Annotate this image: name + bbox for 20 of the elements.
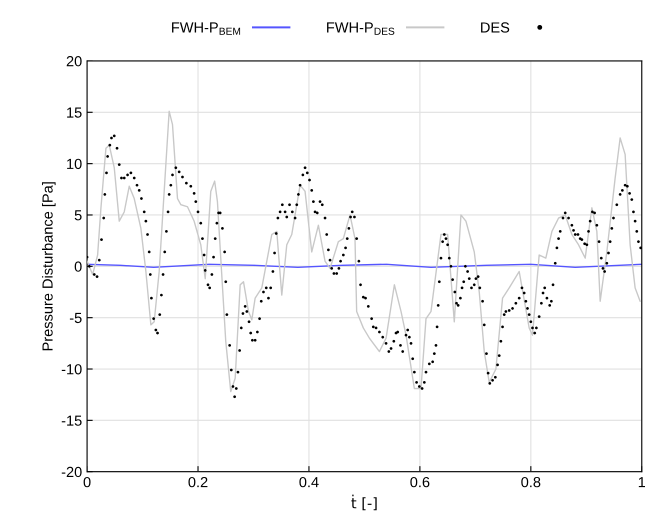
- y-tick-label: 15: [67, 108, 82, 118]
- x-tick-label: 0: [84, 476, 91, 488]
- y-tick-label: -15: [62, 416, 82, 426]
- y-tick-label: 10: [67, 158, 82, 170]
- y-tick-label: 0: [74, 261, 82, 272]
- y-tick-label: 20: [66, 56, 82, 66]
- y-tick-label: -5: [70, 312, 82, 324]
- y-tick-label: -20: [62, 466, 82, 478]
- x-tick-label: 0.8: [521, 476, 540, 488]
- x-tick-label: 0.6: [410, 476, 430, 488]
- y-tick-label: 5: [74, 210, 82, 220]
- legend-label: FWH-P$_{BEM}$: [172, 22, 240, 35]
- x-axis-title: ṫ [-]: [351, 494, 377, 510]
- legend-label: FWH-P$_{DES}$: [327, 22, 394, 35]
- y-tick-label: -10: [62, 364, 82, 374]
- x-tick-label: 0.4: [299, 476, 319, 488]
- x-tick-label: 0.2: [188, 476, 208, 488]
- legend-label: DES: [481, 22, 510, 33]
- x-tick-label: 1: [638, 477, 645, 488]
- y-axis-title: Pressure Disturbance [Pa]: [42, 182, 56, 350]
